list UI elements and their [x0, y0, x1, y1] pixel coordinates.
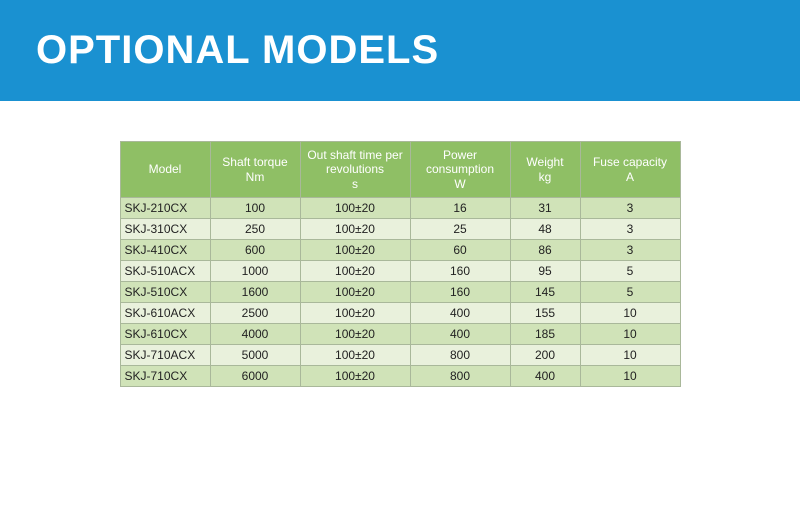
cell-model: SKJ-510CX	[120, 282, 210, 303]
models-table: ModelShaft torqueNmOut shaft time per re…	[120, 141, 681, 387]
cell-fuse: 5	[580, 282, 680, 303]
cell-fuse: 3	[580, 198, 680, 219]
table-header: ModelShaft torqueNmOut shaft time per re…	[120, 142, 680, 198]
col-header: Shaft torqueNm	[210, 142, 300, 198]
cell-power: 16	[410, 198, 510, 219]
cell-weight: 86	[510, 240, 580, 261]
cell-fuse: 3	[580, 240, 680, 261]
cell-torque: 5000	[210, 345, 300, 366]
col-header: Fuse capacityA	[580, 142, 680, 198]
cell-weight: 145	[510, 282, 580, 303]
col-header-label: Shaft torque	[215, 155, 296, 169]
col-header-label: Out shaft time per revolutions	[305, 148, 406, 177]
cell-torque: 1000	[210, 261, 300, 282]
table-row: SKJ-710CX6000100±2080040010	[120, 366, 680, 387]
cell-power: 60	[410, 240, 510, 261]
cell-weight: 155	[510, 303, 580, 324]
cell-rev: 100±20	[300, 198, 410, 219]
cell-model: SKJ-210CX	[120, 198, 210, 219]
cell-torque: 1600	[210, 282, 300, 303]
cell-fuse: 10	[580, 303, 680, 324]
cell-rev: 100±20	[300, 282, 410, 303]
cell-model: SKJ-310CX	[120, 219, 210, 240]
cell-fuse: 10	[580, 324, 680, 345]
table-row: SKJ-310CX250100±2025483	[120, 219, 680, 240]
col-header-unit: kg	[515, 170, 576, 184]
cell-fuse: 5	[580, 261, 680, 282]
cell-weight: 400	[510, 366, 580, 387]
cell-torque: 250	[210, 219, 300, 240]
cell-weight: 31	[510, 198, 580, 219]
cell-weight: 185	[510, 324, 580, 345]
cell-power: 160	[410, 282, 510, 303]
cell-weight: 95	[510, 261, 580, 282]
col-header: Model	[120, 142, 210, 198]
col-header: Out shaft time per revolutionss	[300, 142, 410, 198]
col-header-label: Weight	[515, 155, 576, 169]
cell-rev: 100±20	[300, 261, 410, 282]
title-banner: OPTIONAL MODELS	[0, 0, 800, 101]
cell-torque: 4000	[210, 324, 300, 345]
cell-model: SKJ-610CX	[120, 324, 210, 345]
col-header: Power consumptionW	[410, 142, 510, 198]
table-container: ModelShaft torqueNmOut shaft time per re…	[0, 101, 800, 387]
col-header-unit: s	[305, 177, 406, 191]
page-title: OPTIONAL MODELS	[36, 28, 800, 73]
cell-rev: 100±20	[300, 345, 410, 366]
cell-torque: 6000	[210, 366, 300, 387]
cell-fuse: 10	[580, 345, 680, 366]
col-header-unit: W	[415, 177, 506, 191]
table-body: SKJ-210CX100100±2016313SKJ-310CX250100±2…	[120, 198, 680, 387]
cell-power: 160	[410, 261, 510, 282]
cell-model: SKJ-510ACX	[120, 261, 210, 282]
cell-weight: 200	[510, 345, 580, 366]
cell-fuse: 10	[580, 366, 680, 387]
table-row: SKJ-510ACX1000100±20160955	[120, 261, 680, 282]
cell-power: 400	[410, 303, 510, 324]
col-header: Weightkg	[510, 142, 580, 198]
col-header-unit: Nm	[215, 170, 296, 184]
col-header-label: Model	[125, 162, 206, 176]
cell-model: SKJ-610ACX	[120, 303, 210, 324]
cell-weight: 48	[510, 219, 580, 240]
col-header-label: Power consumption	[415, 148, 506, 177]
cell-fuse: 3	[580, 219, 680, 240]
cell-rev: 100±20	[300, 303, 410, 324]
cell-power: 800	[410, 345, 510, 366]
cell-power: 800	[410, 366, 510, 387]
cell-rev: 100±20	[300, 324, 410, 345]
col-header-unit: A	[585, 170, 676, 184]
cell-power: 25	[410, 219, 510, 240]
cell-model: SKJ-410CX	[120, 240, 210, 261]
table-row: SKJ-610ACX2500100±2040015510	[120, 303, 680, 324]
table-row: SKJ-510CX1600100±201601455	[120, 282, 680, 303]
cell-torque: 100	[210, 198, 300, 219]
cell-power: 400	[410, 324, 510, 345]
table-row: SKJ-210CX100100±2016313	[120, 198, 680, 219]
table-row: SKJ-610CX4000100±2040018510	[120, 324, 680, 345]
cell-model: SKJ-710CX	[120, 366, 210, 387]
cell-rev: 100±20	[300, 240, 410, 261]
cell-model: SKJ-710ACX	[120, 345, 210, 366]
cell-rev: 100±20	[300, 366, 410, 387]
table-row: SKJ-710ACX5000100±2080020010	[120, 345, 680, 366]
table-row: SKJ-410CX600100±2060863	[120, 240, 680, 261]
table-header-row: ModelShaft torqueNmOut shaft time per re…	[120, 142, 680, 198]
cell-rev: 100±20	[300, 219, 410, 240]
cell-torque: 2500	[210, 303, 300, 324]
cell-torque: 600	[210, 240, 300, 261]
col-header-label: Fuse capacity	[585, 155, 676, 169]
